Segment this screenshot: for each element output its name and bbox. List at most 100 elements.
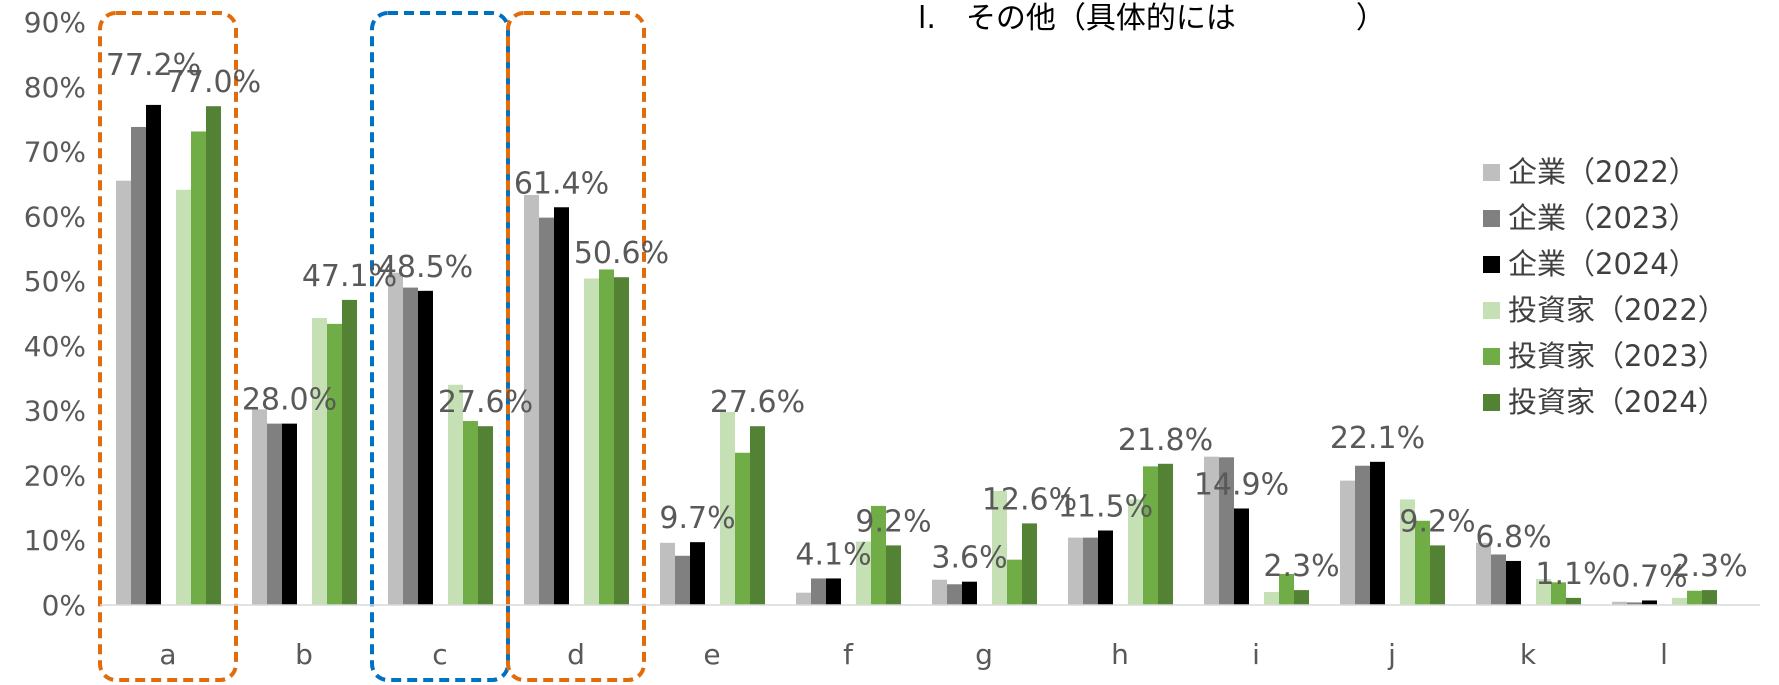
data-label: 1.1% <box>1535 557 1611 592</box>
bar-l-series-1 <box>1627 602 1642 605</box>
legend-swatch <box>1483 348 1500 365</box>
bar-h-series-4 <box>1143 466 1158 605</box>
bar-h-series-2 <box>1098 530 1113 605</box>
bar-j-series-2 <box>1370 461 1385 605</box>
bar-e-series-2 <box>690 542 705 605</box>
bar-d-series-4 <box>599 269 614 605</box>
data-label: 22.1% <box>1330 421 1425 456</box>
highlight-box-a <box>98 11 238 682</box>
bar-b-series-4 <box>327 323 342 605</box>
x-tick-label: l <box>1660 638 1668 671</box>
x-tick-label: k <box>1520 638 1537 671</box>
bar-l-series-0 <box>1612 601 1627 605</box>
bar-b-series-3 <box>312 318 327 605</box>
bar-a-series-2 <box>146 104 161 605</box>
bar-c-series-0 <box>388 272 403 605</box>
bar-g-series-0 <box>932 579 947 605</box>
data-label: 9.2% <box>1399 504 1475 539</box>
data-label: 28.0% <box>242 383 337 418</box>
bar-c-series-5 <box>478 426 493 605</box>
y-tick-label: 50% <box>24 265 86 298</box>
bar-c-series-3 <box>448 384 463 605</box>
y-tick-label: 10% <box>24 524 86 557</box>
bar-h-series-0 <box>1068 537 1083 605</box>
bar-j-series-1 <box>1355 465 1370 605</box>
highlight-box-c <box>370 11 510 682</box>
x-tick-label: b <box>295 638 313 671</box>
legend-label: 企業（2023） <box>1508 201 1698 235</box>
x-axis: a b c d e f g h i j k l <box>100 604 1760 671</box>
legend-swatch <box>1483 210 1500 227</box>
y-tick-label: 80% <box>24 71 86 104</box>
y-tick-label: 40% <box>24 330 86 363</box>
x-tick-label: c <box>432 638 447 671</box>
bar-e-series-0 <box>660 542 675 605</box>
legend-swatch <box>1483 394 1500 411</box>
legend-swatch <box>1483 302 1500 319</box>
bar-i-series-3 <box>1264 592 1279 605</box>
bar-c-series-1 <box>403 287 418 605</box>
legend-swatch <box>1483 256 1500 273</box>
data-labels: 77.2%77.0% 28.0% 47.1%48.5% 27.6% 61.4% 50.6%… <box>106 48 1748 595</box>
x-tick-label: i <box>1252 638 1260 671</box>
legend-label: 投資家（2022） <box>1508 293 1727 327</box>
bar-k-series-3 <box>1536 579 1551 605</box>
bar-i-series-5 <box>1294 590 1309 605</box>
bar-g-series-1 <box>947 584 962 605</box>
x-tick-label: d <box>567 638 585 671</box>
bar-g-series-3 <box>992 490 1007 605</box>
x-tick-label: g <box>975 638 993 671</box>
bar-d-series-2 <box>554 207 569 605</box>
bar-d-series-3 <box>584 278 599 605</box>
bar-k-series-0 <box>1476 542 1491 605</box>
bar-i-series-1 <box>1219 457 1234 605</box>
data-label: 14.9% <box>1194 467 1289 502</box>
legend-label: 投資家（2023） <box>1508 339 1727 373</box>
highlight-boxes <box>98 11 646 682</box>
bar-a-series-0 <box>116 180 131 605</box>
y-tick-label: 60% <box>24 200 86 233</box>
bar-d-series-5 <box>614 277 629 605</box>
data-label: 50.6% <box>574 236 669 271</box>
data-label: 27.6% <box>438 385 533 420</box>
legend-label: 企業（2024） <box>1508 247 1698 281</box>
data-label: 21.8% <box>1118 423 1213 458</box>
legend-label: 投資家（2024） <box>1508 385 1727 419</box>
bar-e-series-4 <box>735 452 750 605</box>
y-tick-label: 30% <box>24 395 86 428</box>
bar-f-series-3 <box>856 541 871 605</box>
data-label: 2.3% <box>1671 549 1747 584</box>
y-tick-label: 0% <box>42 589 86 622</box>
bar-i-series-2 <box>1234 508 1249 605</box>
bar-e-series-5 <box>750 426 765 605</box>
x-tick-label: e <box>703 638 720 671</box>
data-label: 2.3% <box>1263 549 1339 584</box>
bar-k-series-4 <box>1551 582 1566 605</box>
bar-j-series-5 <box>1430 545 1445 605</box>
bar-h-series-5 <box>1158 463 1173 605</box>
bar-k-series-2 <box>1506 560 1521 605</box>
y-tick-label: 90% <box>24 6 86 39</box>
data-label: 48.5% <box>378 250 473 285</box>
data-label: 11.5% <box>1058 490 1153 525</box>
bar-l-series-5 <box>1702 590 1717 605</box>
data-label: 77.2% <box>106 48 201 83</box>
data-label: 61.4% <box>514 166 609 201</box>
bar-b-series-2 <box>282 423 297 605</box>
bar-a-series-4 <box>191 131 206 606</box>
data-label: 0.7% <box>1611 559 1687 594</box>
bar-b-series-5 <box>342 299 357 605</box>
bar-a-series-1 <box>131 126 146 605</box>
bar-f-series-1 <box>811 578 826 605</box>
bar-f-series-5 <box>886 545 901 605</box>
bar-c-series-4 <box>463 421 478 605</box>
bar-f-series-4 <box>871 505 886 605</box>
bar-l-series-3 <box>1672 597 1687 605</box>
bar-i-series-4 <box>1279 573 1294 605</box>
bar-a-series-3 <box>176 189 191 605</box>
x-tick-label: h <box>1111 638 1129 671</box>
bar-a-series-5 <box>206 106 221 605</box>
x-tick-label: f <box>843 638 854 671</box>
x-tick-label: a <box>159 638 176 671</box>
